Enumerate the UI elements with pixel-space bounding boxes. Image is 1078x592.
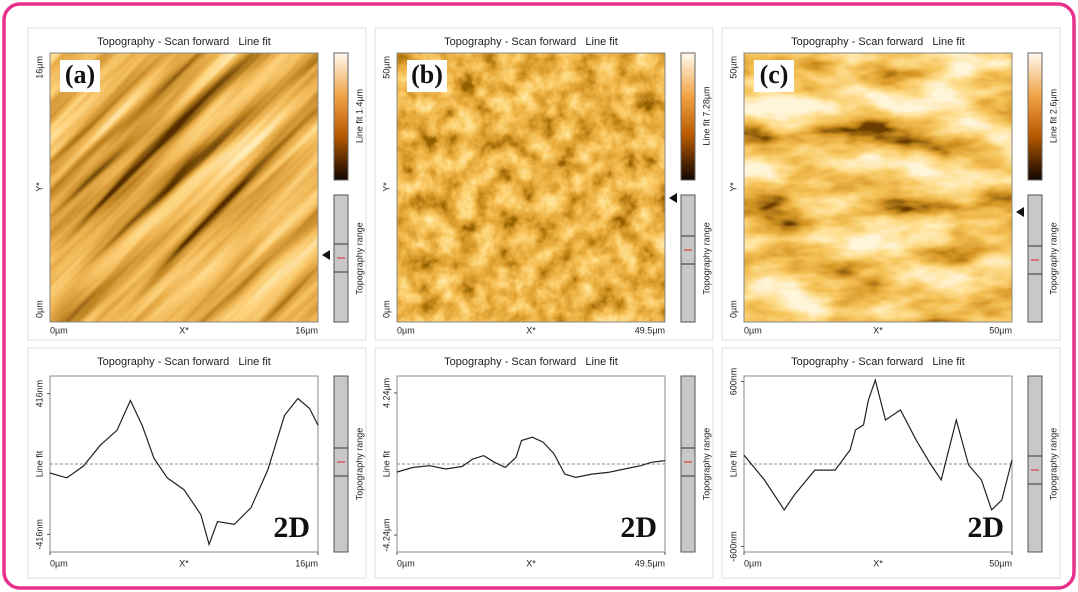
range-box	[1028, 195, 1042, 322]
image-panel: Topography - Scan forward Line fit(c) 50µ…	[722, 28, 1060, 340]
chart-title: Topography - Scan forward Line fit	[791, 356, 965, 368]
y-tick-label: 600nm	[728, 368, 738, 396]
range-label: Topography range	[354, 428, 364, 501]
x-axis-label: 49.5µm	[635, 325, 665, 335]
panel-title: Topography - Scan forward Line fit	[444, 36, 618, 48]
panel-title: Topography - Scan forward Line fit	[97, 36, 271, 48]
y-tick-label: -600nm	[728, 531, 738, 562]
range-box	[681, 376, 695, 552]
profile-panel: Topography - Scan forward Line fit -600nm…	[722, 348, 1060, 578]
colorbar-label: Line fit 2.6µm	[1048, 89, 1058, 143]
x-tick-label: 0µm	[744, 558, 762, 568]
x-tick-label: 0µm	[397, 558, 415, 568]
texture	[744, 53, 1012, 322]
afm-image	[744, 53, 1012, 322]
y-tick-label: 416nm	[34, 380, 44, 408]
texture	[397, 53, 665, 322]
range-label: Topography range	[701, 428, 711, 501]
x-axis-label: 0µm	[397, 325, 415, 335]
page: {"panels": [ {"label": "(a)", "title": "…	[0, 0, 1078, 592]
y-axis-label: Line fit	[728, 450, 738, 477]
y-tick-label: -4.24µm	[381, 518, 391, 551]
x-axis-label: X*	[873, 325, 883, 335]
x-axis-label: 50µm	[989, 325, 1012, 335]
x-axis-label: 16µm	[295, 325, 318, 335]
range-label: Topography range	[701, 222, 711, 295]
profile-panel: Topography - Scan forward Line fit -4.24µ…	[375, 348, 713, 578]
range-label: Topography range	[1048, 428, 1058, 501]
x-tick-label: 50µm	[989, 558, 1012, 568]
y-axis-label: 0µm	[381, 300, 391, 318]
profile-panel: Topography - Scan forward Line fit -416nm…	[28, 348, 366, 578]
panel-letter: (c)	[760, 60, 789, 89]
y-axis-label: Line fit	[381, 450, 391, 477]
x-axis-label: 0µm	[50, 325, 68, 335]
panel-title: Topography - Scan forward Line fit	[791, 36, 965, 48]
y-axis-label: 50µm	[381, 56, 391, 79]
range-box	[681, 195, 695, 322]
panel-letter: (b)	[411, 60, 443, 89]
x-tick-label: 0µm	[50, 558, 68, 568]
colorbar-label: Line fit 1.4µm	[354, 89, 364, 143]
annotation: 2D	[967, 511, 1004, 544]
x-axis-label: X*	[526, 558, 536, 568]
y-axis-label: Y*	[728, 182, 738, 192]
y-axis-label: 16µm	[34, 56, 44, 79]
colorbar-label: Line fit 7.28µm	[701, 86, 711, 145]
chart-title: Topography - Scan forward Line fit	[97, 356, 271, 368]
range-label: Topography range	[354, 222, 364, 295]
x-axis-label: 0µm	[744, 325, 762, 335]
y-axis-label: Y*	[34, 182, 44, 192]
annotation: 2D	[273, 511, 310, 544]
panel-letter: (a)	[65, 60, 95, 89]
x-tick-label: 16µm	[295, 558, 318, 568]
afm-image	[397, 53, 665, 322]
y-axis-label: Line fit	[34, 450, 44, 477]
colorbar	[334, 53, 348, 180]
x-axis-label: X*	[526, 325, 536, 335]
x-axis-label: X*	[179, 558, 189, 568]
range-box	[334, 376, 348, 552]
colorbar	[681, 53, 695, 180]
chart-title: Topography - Scan forward Line fit	[444, 356, 618, 368]
figure: Topography - Scan forward Line fit(a)16µ…	[0, 0, 1078, 592]
x-axis-label: X*	[873, 558, 883, 568]
colorbar	[1028, 53, 1042, 180]
x-axis-label: X*	[179, 325, 189, 335]
x-tick-label: 49.5µm	[635, 558, 665, 568]
range-label: Topography range	[1048, 222, 1058, 295]
image-panel: Topography - Scan forward Line fit(b) 50µ…	[375, 28, 713, 340]
range-box	[1028, 376, 1042, 552]
y-tick-label: 4.24µm	[381, 378, 391, 408]
annotation: 2D	[620, 511, 657, 544]
y-axis-label: Y*	[381, 182, 391, 192]
y-axis-label: 50µm	[728, 56, 738, 79]
y-tick-label: -416nm	[34, 519, 44, 550]
y-axis-label: 0µm	[34, 300, 44, 318]
y-axis-label: 0µm	[728, 300, 738, 318]
